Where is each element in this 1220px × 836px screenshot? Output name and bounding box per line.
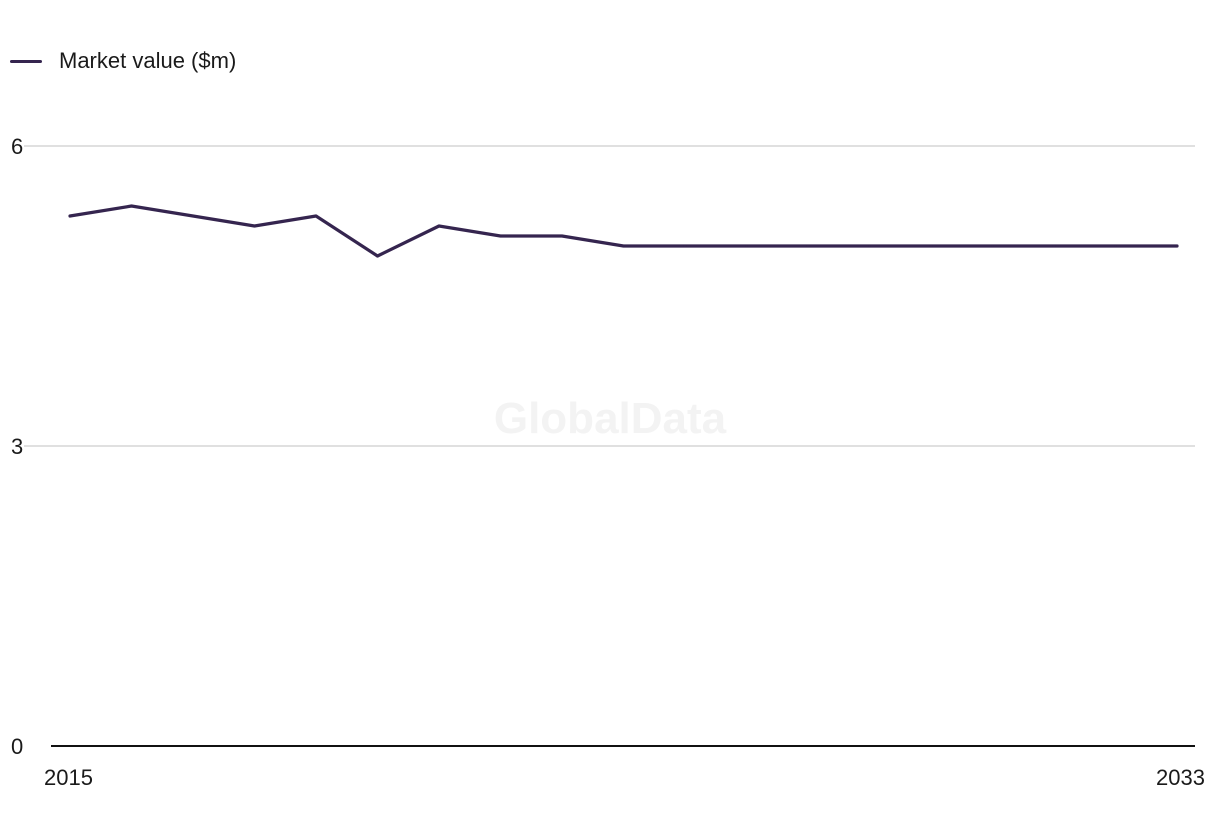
y-tick-label: 6 — [11, 134, 23, 159]
data-point-2031 — [1052, 244, 1056, 248]
data-point-2021 — [437, 224, 441, 228]
data-point-2030 — [991, 244, 994, 248]
y-tick-label: 0 — [11, 734, 23, 759]
x-tick-label: 2015 — [44, 765, 93, 790]
data-point-2027 — [806, 244, 810, 248]
data-point-2017 — [191, 214, 195, 218]
label-layer: 0 3 6 2015 2033 — [11, 134, 1205, 790]
data-point-2022 — [499, 234, 502, 238]
legend: Market value ($m) — [10, 46, 236, 76]
data-point-2029 — [929, 244, 933, 248]
data-point-2018 — [253, 224, 256, 228]
legend-label: Market value ($m) — [59, 48, 237, 73]
data-point-2019 — [314, 214, 318, 218]
x-tick-label: 2033 — [1156, 765, 1205, 790]
data-point-2023 — [560, 234, 564, 238]
series-line-market-value — [68, 204, 1179, 258]
legend-swatch — [10, 59, 42, 63]
grid-layer — [24, 145, 1195, 447]
data-point-2026 — [745, 244, 748, 248]
data-point-2016 — [130, 204, 133, 208]
data-point-2032 — [1114, 244, 1117, 248]
data-point-2020 — [376, 254, 379, 258]
data-point-2025 — [683, 244, 687, 248]
y-tick-label: 3 — [11, 434, 23, 459]
series-layer — [68, 204, 1179, 258]
data-point-2028 — [868, 244, 871, 248]
data-point-2024 — [622, 244, 625, 248]
data-point-2015 — [68, 214, 72, 218]
data-point-2033 — [1175, 244, 1179, 248]
watermark: GlobalData — [494, 394, 727, 443]
